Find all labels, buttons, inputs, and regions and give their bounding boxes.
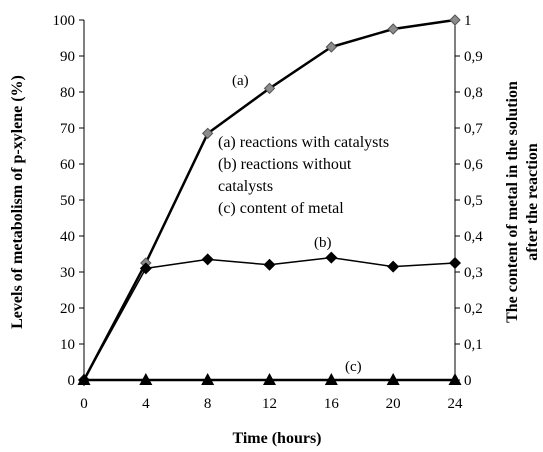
axes: 010203040506070809010000,10,20,30,40,50,… [53,13,484,412]
y-right-tick-label: 0,4 [464,229,483,245]
y-right-tick-label: 0,7 [464,121,483,137]
data-point-c-4 [139,373,153,385]
x-tick-label: 16 [324,396,340,412]
series-a-label: (a) [232,73,249,89]
data-point-c-8 [201,373,215,385]
y-right-tick-label: 0,2 [464,301,483,317]
y-left-tick-label: 30 [60,265,75,281]
y-left-tick-label: 20 [60,301,75,317]
data-point-c-12 [263,373,276,385]
x-tick-label: 12 [262,396,277,412]
x-tick-label: 8 [204,396,212,412]
legend: (a) reactions with catalysts (b) reactio… [218,134,389,217]
data-point-b-4 [139,262,152,275]
y-left-tick-label: 0 [68,373,76,389]
legend-entry-b: (b) reactions without [218,156,352,173]
y-left-tick-label: 80 [60,85,75,101]
data-point-b-20 [387,260,400,273]
data-point-c-0 [77,373,91,385]
y-right-tick-label: 0,5 [464,193,483,209]
data-point-a-16 [325,41,338,53]
series-b-label: (b) [314,235,332,251]
y-left-tick-label: 10 [60,337,75,353]
y-axis-left-title: Levels of metabolism of p-xylene (%) [9,75,26,329]
y-left-tick-label: 70 [60,121,75,137]
y-left-tick-label: 100 [53,13,76,29]
y-right-tick-label: 1 [464,13,472,29]
data-point-b-24 [449,257,461,269]
y-left-tick-label: 40 [60,229,75,245]
x-tick-label: 24 [448,396,464,412]
markers [77,14,462,386]
x-tick-label: 0 [80,396,88,412]
y-left-tick-label: 90 [60,49,75,65]
x-tick-label: 4 [142,396,150,412]
y-left-tick-label: 50 [60,193,75,209]
data-point-a-8 [201,127,214,140]
y-right-tick-label: 0,8 [464,85,483,101]
y-axis-right-title-line1: The content of metal in the solution [504,81,521,323]
y-left-tick-label: 60 [60,157,75,173]
data-point-a-12 [263,82,276,95]
legend-entry-b-cont: catalysts [218,178,273,195]
data-point-c-16 [324,373,338,385]
legend-entry-a: (a) reactions with catalysts [218,134,389,151]
x-tick-label: 20 [386,396,401,412]
y-right-tick-label: 0,9 [464,49,483,65]
x-axis-title: Time (hours) [232,430,321,447]
y-right-tick-label: 0,1 [464,337,483,353]
data-point-c-20 [386,373,400,385]
legend-entry-c: (c) content of metal [218,200,344,217]
data-point-a-24 [449,14,461,26]
series-c-label: (c) [345,359,362,375]
y-right-tick-label: 0,6 [464,157,483,173]
data-point-a-20 [387,23,399,35]
y-right-tick-label: 0,3 [464,265,483,281]
data-point-b-16 [325,251,338,264]
data-point-b-12 [263,258,276,271]
y-right-tick-label: 0 [464,373,472,389]
data-point-c-24 [448,373,462,385]
y-axis-right-title-line2: after the reaction [524,143,541,261]
data-point-b-8 [201,253,214,266]
